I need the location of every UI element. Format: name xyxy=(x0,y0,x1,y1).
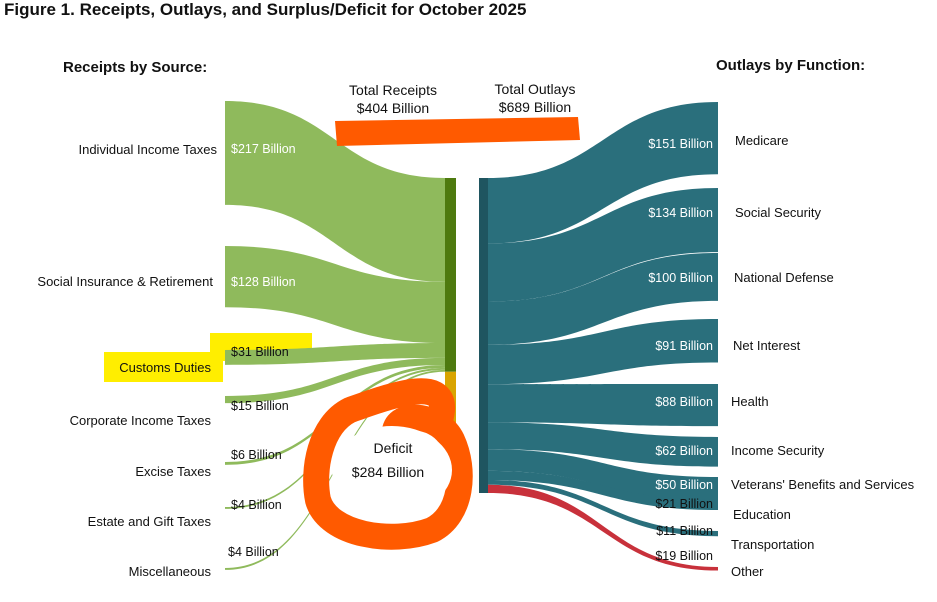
flow-medicare xyxy=(488,102,718,244)
flow-customs-duties xyxy=(225,343,445,365)
flow-corporate-income-taxes xyxy=(225,357,445,404)
deficit-label: Deficit xyxy=(374,440,413,456)
deficit-value: $284 Billion xyxy=(352,464,424,480)
outlay-value-transportation: $11 Billion xyxy=(656,524,713,538)
outlays-heading: Outlays by Function: xyxy=(716,57,865,74)
outlay-label-transportation: Transportation xyxy=(731,537,814,552)
outlay-value-veterans-benefits-and-services: $50 Billion xyxy=(655,478,713,492)
outlay-value-net-interest: $91 Billion xyxy=(655,339,713,353)
page-title: Figure 1. Receipts, Outlays, and Surplus… xyxy=(4,0,527,19)
total-receipts-bar xyxy=(445,178,456,372)
outlay-value-income-security: $62 Billion xyxy=(655,444,713,458)
outlay-label-medicare: Medicare xyxy=(735,133,788,148)
total-outlays-label: Total Outlays xyxy=(495,81,576,97)
flow-social-insurance-retirement xyxy=(225,246,445,344)
outlay-label-net-interest: Net Interest xyxy=(733,338,801,353)
receipt-value-customs-duties: $31 Billion xyxy=(231,345,289,359)
outlay-value-medicare: $151 Billion xyxy=(648,137,713,151)
flow-veterans-benefits-and-services xyxy=(488,449,718,501)
flow-individual-income-taxes xyxy=(225,101,445,282)
outlay-label-veterans-benefits-and-services: Veterans' Benefits and Services xyxy=(731,477,915,492)
outlay-value-other: $19 Billion xyxy=(655,549,713,563)
receipt-value-individual-income-taxes: $217 Billion xyxy=(231,142,296,156)
receipt-label-excise-taxes: Excise Taxes xyxy=(135,464,211,479)
receipt-value-miscellaneous: $4 Billion xyxy=(228,545,279,559)
receipts-heading: Receipts by Source: xyxy=(63,59,207,76)
receipt-label-individual-income-taxes: Individual Income Taxes xyxy=(78,142,217,157)
outlay-label-social-security: Social Security xyxy=(735,205,821,220)
flow-health xyxy=(488,384,718,427)
receipt-label-estate-and-gift-taxes: Estate and Gift Taxes xyxy=(88,514,212,529)
flow-other xyxy=(488,484,718,571)
receipt-label-customs-duties: Customs Duties xyxy=(119,360,211,375)
receipt-value-corporate-income-taxes: $15 Billion xyxy=(231,399,289,413)
total-receipts-value: $404 Billion xyxy=(357,100,429,116)
receipt-value-estate-and-gift-taxes: $4 Billion xyxy=(231,498,282,512)
receipt-label-corporate-income-taxes: Corporate Income Taxes xyxy=(70,413,212,428)
total-outlays-value: $689 Billion xyxy=(499,99,571,115)
outlay-label-other: Other xyxy=(731,564,764,579)
deficit-label-backdrop xyxy=(332,426,452,514)
scribble-bar xyxy=(335,117,580,146)
flow-social-security xyxy=(488,188,718,302)
flow-education xyxy=(488,470,718,511)
outlay-value-national-defense: $100 Billion xyxy=(648,271,713,285)
outlay-label-health: Health xyxy=(731,394,769,409)
outlay-value-health: $88 Billion xyxy=(655,395,713,409)
total-receipts-label: Total Receipts xyxy=(349,82,437,98)
receipt-value-excise-taxes: $6 Billion xyxy=(231,448,282,462)
flow-national-defense xyxy=(488,253,718,345)
outlay-label-national-defense: National Defense xyxy=(734,270,834,285)
outlay-label-education: Education xyxy=(733,507,791,522)
flow-income-security xyxy=(488,422,718,467)
outlay-value-social-security: $134 Billion xyxy=(648,206,713,220)
receipt-label-miscellaneous: Miscellaneous xyxy=(129,564,212,579)
receipt-value-social-insurance-retirement: $128 Billion xyxy=(231,275,296,289)
flow-net-interest xyxy=(488,319,718,385)
highlight-customs-duties xyxy=(104,352,223,382)
outlay-label-income-security: Income Security xyxy=(731,443,825,458)
total-outlays-bar xyxy=(479,178,488,493)
deficit-circle-annotation xyxy=(303,378,473,550)
receipt-label-social-insurance-retirement: Social Insurance & Retirement xyxy=(37,274,213,289)
flow-transportation xyxy=(488,480,718,537)
outlay-value-education: $21 Billion xyxy=(655,497,713,511)
